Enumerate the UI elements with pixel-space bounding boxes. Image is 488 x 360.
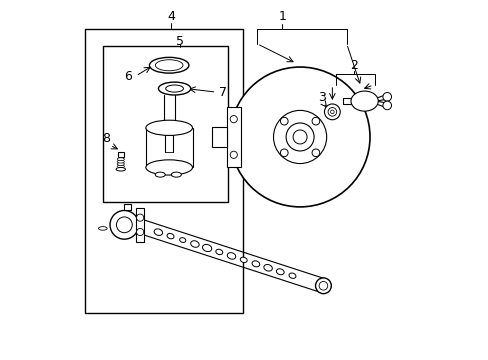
Ellipse shape <box>117 158 124 161</box>
Ellipse shape <box>288 273 295 278</box>
Bar <box>85 30 242 313</box>
Ellipse shape <box>149 57 188 73</box>
Ellipse shape <box>116 167 125 171</box>
Circle shape <box>273 111 326 163</box>
Ellipse shape <box>145 120 192 135</box>
Circle shape <box>324 104 340 120</box>
Ellipse shape <box>202 244 211 252</box>
Text: 8: 8 <box>102 132 110 145</box>
Text: 5: 5 <box>176 35 183 49</box>
Circle shape <box>311 149 319 157</box>
Circle shape <box>230 151 237 158</box>
Ellipse shape <box>145 160 192 175</box>
Ellipse shape <box>179 238 185 242</box>
Bar <box>212 127 226 147</box>
Circle shape <box>136 214 143 221</box>
Ellipse shape <box>155 172 165 177</box>
Ellipse shape <box>227 253 235 259</box>
Bar <box>118 152 123 157</box>
Ellipse shape <box>117 165 124 168</box>
Ellipse shape <box>215 249 223 255</box>
Ellipse shape <box>155 60 183 71</box>
Circle shape <box>110 211 139 239</box>
Ellipse shape <box>190 241 199 247</box>
Ellipse shape <box>240 257 246 262</box>
Circle shape <box>230 116 237 123</box>
Circle shape <box>311 117 319 125</box>
Ellipse shape <box>117 160 124 163</box>
Text: 7: 7 <box>219 86 226 99</box>
Circle shape <box>280 149 287 157</box>
Ellipse shape <box>171 172 181 177</box>
Circle shape <box>382 93 391 101</box>
Ellipse shape <box>99 226 107 230</box>
Circle shape <box>136 228 143 235</box>
Circle shape <box>285 123 313 151</box>
Ellipse shape <box>117 163 124 165</box>
Ellipse shape <box>167 233 174 239</box>
Ellipse shape <box>251 261 259 267</box>
Bar <box>226 107 241 167</box>
Ellipse shape <box>154 229 162 235</box>
Text: 1: 1 <box>278 10 285 23</box>
Bar <box>102 45 228 202</box>
Circle shape <box>230 67 369 207</box>
Circle shape <box>319 282 327 290</box>
Circle shape <box>116 217 132 233</box>
Ellipse shape <box>350 91 378 111</box>
Ellipse shape <box>276 269 284 275</box>
Bar <box>123 204 131 211</box>
Ellipse shape <box>165 85 183 92</box>
Text: 3: 3 <box>317 91 325 104</box>
Bar <box>136 208 144 242</box>
Circle shape <box>280 117 287 125</box>
Ellipse shape <box>158 82 190 95</box>
Circle shape <box>292 130 306 144</box>
Circle shape <box>327 108 336 116</box>
Text: 4: 4 <box>167 10 175 23</box>
Circle shape <box>330 110 333 114</box>
Ellipse shape <box>264 265 272 271</box>
Circle shape <box>315 278 331 294</box>
Circle shape <box>382 101 391 110</box>
Text: 2: 2 <box>349 59 357 72</box>
Text: 6: 6 <box>124 69 132 82</box>
